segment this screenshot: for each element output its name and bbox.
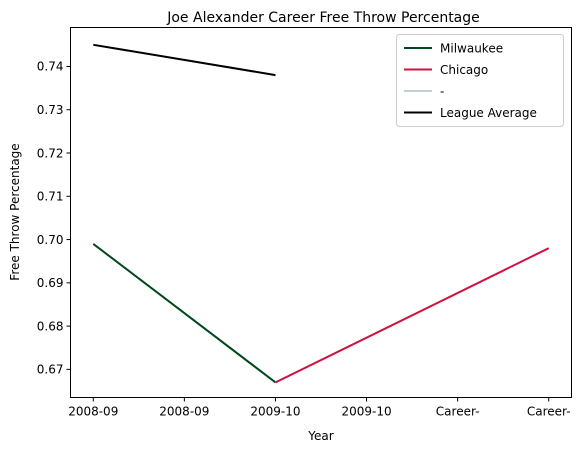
plot-lines (92, 43, 550, 384)
y-tick-label: 0.73 (37, 103, 64, 117)
y-tick-label: 0.74 (37, 60, 64, 74)
x-tick-label: Career- (436, 405, 480, 419)
legend-box (396, 34, 564, 127)
legend-entry: Chicago (440, 63, 488, 77)
y-axis: 0.67 0.68 0.69 0.70 0.71 0.72 0.73 0.74 (37, 60, 71, 377)
legend-entry: League Average (440, 106, 537, 120)
x-axis-label: Year (307, 429, 333, 443)
x-tick-label: 2009-10 (341, 405, 391, 419)
y-tick-label: 0.67 (37, 363, 64, 377)
y-tick-label: 0.71 (37, 190, 64, 204)
y-tick-label: 0.69 (37, 276, 64, 290)
legend: Milwaukee Chicago - League Average (396, 34, 564, 127)
y-tick-label: 0.70 (37, 233, 64, 247)
x-axis: 2008-09 2008-09 2009-10 2009-10 Career- Caree… (68, 397, 571, 419)
legend-entry: Milwaukee (440, 41, 503, 55)
series-line-3 (93, 43, 276, 77)
series-line-1 (275, 247, 550, 384)
x-tick-label: 2009-10 (250, 405, 300, 419)
plot-frame (70, 27, 572, 398)
y-tick-label: 0.68 (37, 319, 64, 333)
legend-entry: - (440, 84, 444, 98)
x-tick-label: Career- (527, 405, 571, 419)
x-tick-label: 2008-09 (68, 405, 118, 419)
series-line-0 (92, 243, 277, 384)
y-tick-label: 0.72 (37, 146, 64, 160)
chart-title: Joe Alexander Career Free Throw Percenta… (166, 10, 480, 26)
y-axis-label: Free Throw Percentage (8, 143, 22, 280)
x-tick-label: 2008-09 (159, 405, 209, 419)
